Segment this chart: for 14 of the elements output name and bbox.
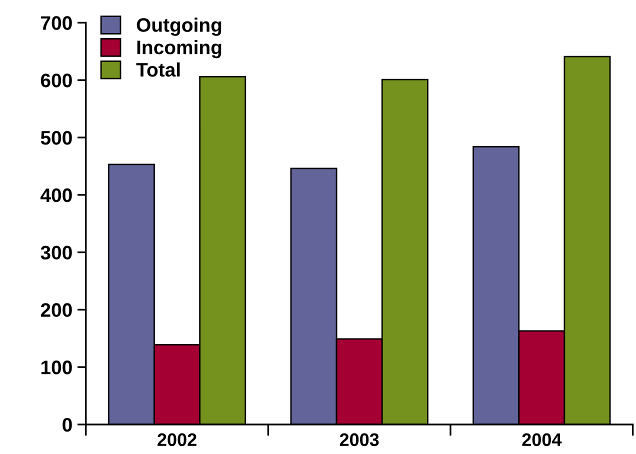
y-tick-label: 300 <box>40 246 72 260</box>
y-tick-label: 0 <box>62 418 72 432</box>
y-tick-label: 400 <box>40 188 72 202</box>
y-tick-label: 700 <box>41 16 72 30</box>
y-tick-label: 200 <box>40 303 72 317</box>
legend-label: Incoming <box>137 40 222 58</box>
x-tick-label: 2004 <box>522 433 562 446</box>
y-tick-label: 500 <box>40 130 72 145</box>
x-tick-label: 2002 <box>158 433 196 446</box>
legend-label: Total <box>136 62 180 77</box>
x-tick-label: 2003 <box>340 433 379 446</box>
y-tick-label: 600 <box>40 74 72 88</box>
y-tick-label: 100 <box>41 360 72 374</box>
legend-label: Outgoing <box>136 18 222 36</box>
